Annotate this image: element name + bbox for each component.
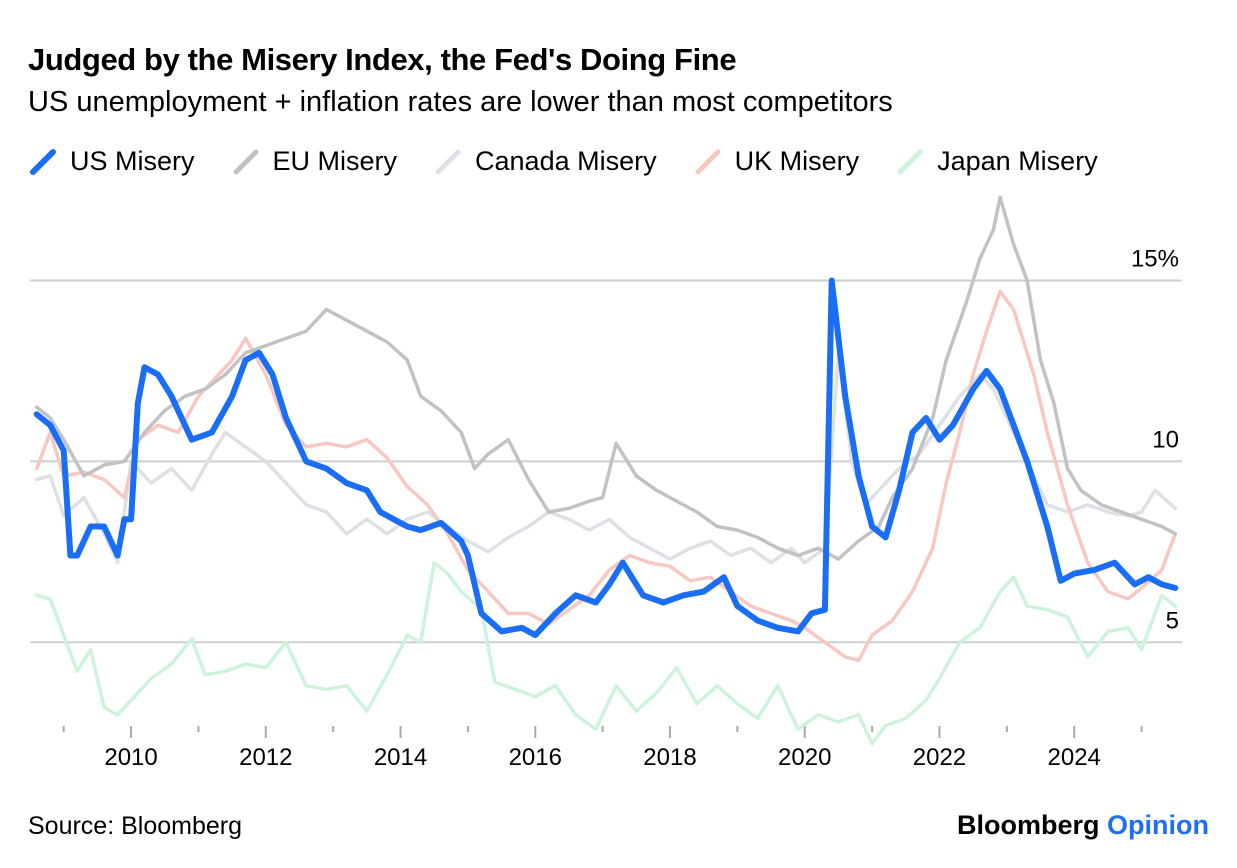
legend-item-japan-misery: Japan Misery <box>895 146 1098 177</box>
legend-label-uk-misery: UK Misery <box>734 146 860 176</box>
y-tick-label-15: 15% <box>1131 245 1179 272</box>
chart-legend: US Misery EU Misery Canada Misery UK Misery… <box>28 146 1134 177</box>
series-line-japan-misery <box>34 560 1178 746</box>
x-tick-label-2014: 2014 <box>374 744 427 771</box>
legend-swatch-uk-misery <box>695 149 721 174</box>
series-line-eu-misery <box>34 195 1178 561</box>
x-tick-label-2018: 2018 <box>643 744 696 771</box>
legend-item-eu-misery: EU Misery <box>231 146 398 177</box>
x-tick-label-2012: 2012 <box>239 744 292 771</box>
series-line-uk-misery <box>34 289 1178 663</box>
brand-logo: Bloomberg Opinion <box>957 810 1209 841</box>
x-tick-label-2016: 2016 <box>509 744 562 771</box>
series-line-us-misery <box>33 277 1179 639</box>
y-tick-label-5: 5 <box>1166 607 1179 634</box>
legend-swatch-canada-misery <box>435 149 461 174</box>
brand-main: Bloomberg <box>956 810 1100 840</box>
legend-label-japan-misery: Japan Misery <box>937 146 1098 176</box>
y-tick-label-10: 10 <box>1152 426 1179 453</box>
x-tick-label-2010: 2010 <box>104 744 157 771</box>
source-note: Source: Bloomberg <box>28 812 243 840</box>
legend-swatch-us-misery <box>30 148 56 175</box>
legend-item-uk-misery: UK Misery <box>693 146 860 177</box>
x-tick-label-2024: 2024 <box>1048 744 1101 771</box>
legend-swatch-eu-misery <box>233 149 259 174</box>
legend-item-canada-misery: Canada Misery <box>433 146 657 177</box>
series-line-canada-misery <box>34 351 1178 565</box>
legend-label-eu-misery: EU Misery <box>272 146 398 176</box>
legend-swatch-japan-misery <box>897 149 923 174</box>
chart-title: Judged by the Misery Index, the Fed's Do… <box>28 42 737 77</box>
x-tick-label-2022: 2022 <box>913 744 966 771</box>
x-tick-label-2020: 2020 <box>778 744 831 771</box>
legend-label-canada-misery: Canada Misery <box>475 146 657 176</box>
legend-item-us-misery: US Misery <box>28 146 195 177</box>
legend-label-us-misery: US Misery <box>70 146 195 176</box>
brand-accent: Opinion <box>1107 810 1209 840</box>
chart-subtitle: US unemployment + inflation rates are lo… <box>28 86 893 118</box>
